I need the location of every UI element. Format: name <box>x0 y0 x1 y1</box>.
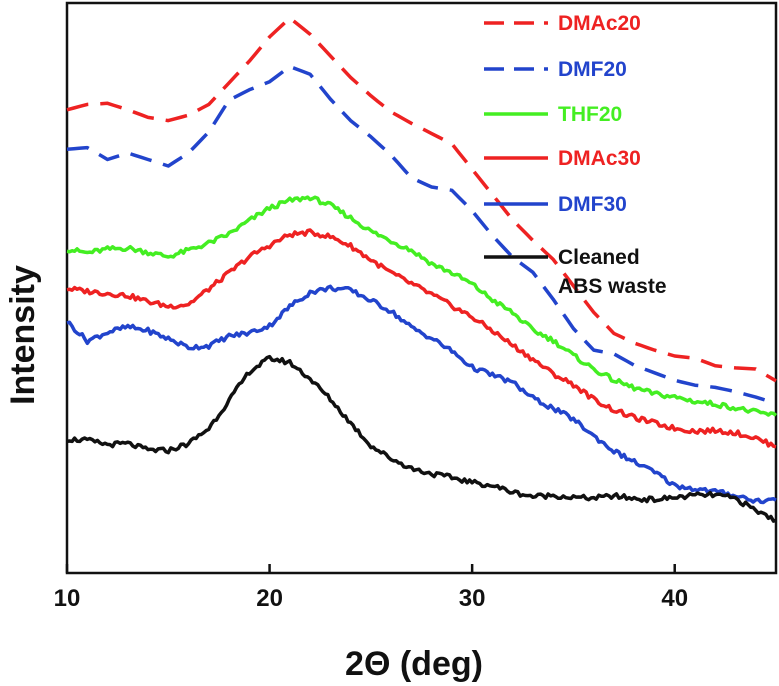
legend-label-dmf30: DMF30 <box>558 193 627 216</box>
series-line-dmac20 <box>66 16 777 383</box>
series-line-dmf30 <box>66 284 777 505</box>
series-line-dmf20 <box>66 64 777 406</box>
y-axis-title: Intensity <box>4 265 42 405</box>
x-tick-label-30: 30 <box>459 585 486 612</box>
x-tick-label-40: 40 <box>661 585 688 612</box>
series-line-cleaned-abs-waste <box>66 354 777 523</box>
legend: DMAc20 DMF20 THF20 DMAc30 DMF30 Cleaned ABS wa… <box>484 12 667 298</box>
x-tick-label-20: 20 <box>256 585 283 612</box>
legend-label-dmac30: DMAc30 <box>558 147 641 170</box>
legend-label-cleaned-abs-waste: Cleaned ABS waste <box>558 246 667 298</box>
x-axis-ticks: 10 20 30 40 <box>54 564 688 612</box>
series-line-dmac30 <box>66 228 777 449</box>
legend-label-dmac20: DMAc20 <box>558 12 641 35</box>
series-line-thf20 <box>66 195 778 417</box>
legend-label-dmf20: DMF20 <box>558 58 627 81</box>
legend-label-thf20: THF20 <box>558 103 622 126</box>
x-tick-label-10: 10 <box>54 585 81 612</box>
x-axis-title: 2Θ (deg) <box>345 645 483 683</box>
series-layer <box>66 16 778 523</box>
